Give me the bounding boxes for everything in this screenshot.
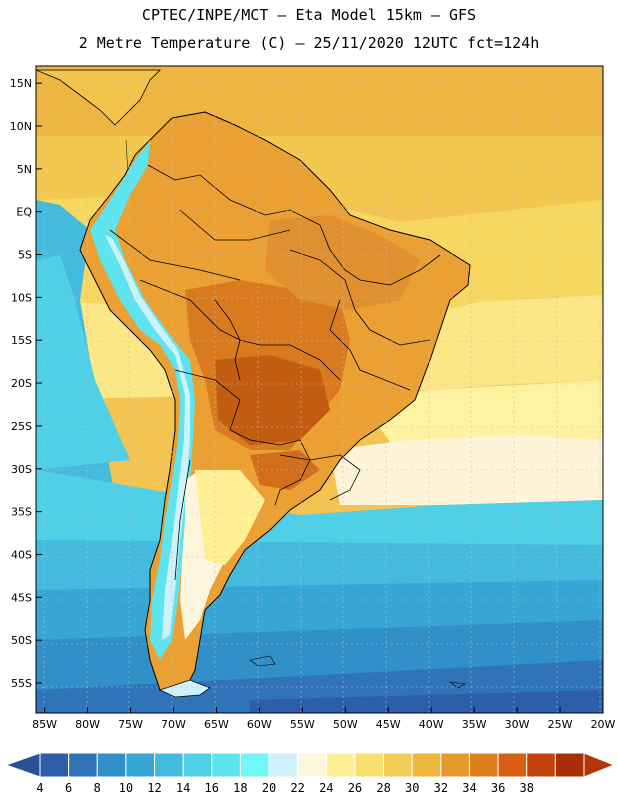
central-america (36, 69, 161, 126)
colorbar-label: 32 (433, 781, 449, 795)
colorbar-label: 8 (93, 781, 101, 795)
lat-label: 10S (11, 291, 32, 304)
colorbar-label: 18 (233, 781, 248, 795)
lon-label: 45W (376, 718, 401, 731)
colorbar (4, 752, 616, 778)
colorbar-swatch (96, 752, 127, 778)
lon-label: 20W (591, 718, 616, 731)
colorbar-label: 22 (290, 781, 305, 795)
map-title-line1: CPTEC/INPE/MCT – Eta Model 15km – GFS (141, 6, 477, 24)
colorbar-label: 4 (36, 781, 44, 795)
colorbar-swatch (440, 752, 470, 778)
colorbar-swatch (39, 752, 70, 778)
colorbar-swatch (125, 752, 156, 778)
colorbar-swatch (411, 752, 442, 778)
colorbar-label: 10 (118, 781, 134, 795)
map-frame (35, 65, 604, 714)
lon-label: 40W (419, 718, 444, 731)
lat-label: 50S (11, 634, 32, 647)
lon-label: 60W (247, 718, 272, 731)
lat-label: 15N (10, 77, 32, 90)
map-title-line2: 2 Metre Temperature (C) – 25/11/2020 12U… (78, 34, 540, 52)
colorbar-label: 12 (147, 781, 162, 795)
colorbar-label: 30 (404, 781, 420, 795)
longitude-axis: 85W 80W 75W 70W 65W 60W 55W 50W 45W 40W 35W 30W 25W 2… (32, 707, 616, 731)
colorbar-label: 14 (175, 781, 191, 795)
colorbar-swatch (268, 752, 299, 778)
lon-label: 80W (75, 718, 100, 731)
colorbar-swatch (211, 752, 241, 778)
colorbar-swatch (297, 752, 327, 778)
lat-label: 5S (18, 249, 32, 262)
lat-label: 40S (11, 548, 32, 561)
colorbar-label: 20 (261, 781, 277, 795)
lat-label: 15S (11, 334, 32, 347)
colorbar-label: 38 (519, 781, 534, 795)
colorbar-label: 16 (204, 781, 219, 795)
lon-label: 35W (462, 718, 487, 731)
south-georgia (448, 681, 466, 689)
colorbar-label: 6 (65, 781, 73, 795)
lat-label: 20S (11, 377, 32, 390)
colorbar-swatch (383, 752, 413, 778)
colorbar-swatch (182, 752, 213, 778)
colorbar-swatch (354, 752, 385, 778)
pacific-band-14 (36, 255, 130, 470)
colorbar-label: 28 (376, 781, 391, 795)
latitude-axis: 15N 10N 5N EQ 5S 10S 15S 20S 25S 30S 35S 40S 45S 50S 5… (10, 77, 42, 690)
country-borders (109, 164, 441, 581)
colorbar-swatch (68, 752, 98, 778)
falkland-islands (249, 655, 276, 667)
lat-label: EQ (16, 206, 32, 219)
lat-label: 25S (11, 420, 32, 433)
colorbar-high-arrow (583, 752, 616, 778)
lon-label: 55W (290, 718, 315, 731)
tierra-del-fuego (158, 679, 211, 698)
lat-label: 5N (17, 163, 32, 176)
band-4 (250, 690, 603, 713)
lon-label: 65W (204, 718, 229, 731)
lon-label: 25W (548, 718, 573, 731)
andes-snow-ribbon (105, 235, 190, 640)
lat-label: 35S (11, 506, 32, 519)
lat-label: 45S (11, 591, 32, 604)
lat-label: 10N (10, 120, 32, 133)
heat-region-amazon (265, 215, 420, 310)
colorbar-swatch (468, 752, 499, 778)
lon-label: 85W (32, 718, 57, 731)
lat-label: 30S (11, 463, 32, 476)
colorbar-label: 26 (347, 781, 363, 795)
lon-label: 30W (505, 718, 530, 731)
colorbar-low-arrow (4, 752, 41, 778)
colorbar-label: 24 (319, 781, 334, 795)
colorbar-swatch (554, 752, 585, 778)
colorbar-swatch (497, 752, 528, 778)
lon-label: 50W (333, 718, 358, 731)
lon-label: 70W (161, 718, 186, 731)
colorbar-swatch (239, 752, 270, 778)
colorbar-swatch (325, 752, 356, 778)
lat-label: 55S (11, 677, 32, 690)
heat-region-south (250, 450, 320, 490)
colorbar-label: 34 (462, 781, 477, 795)
colorbar-label: 36 (490, 781, 506, 795)
colorbar-swatch (154, 752, 184, 778)
colorbar-swatch (526, 752, 556, 778)
andes-cold-ribbon (90, 140, 195, 660)
lon-label: 75W (118, 718, 143, 731)
patagonia-warm (195, 470, 265, 565)
